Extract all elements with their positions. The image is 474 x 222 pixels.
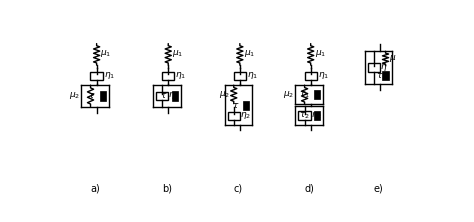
- Text: $\eta_1$: $\eta_1$: [103, 70, 115, 81]
- Bar: [164, 74, 173, 78]
- FancyBboxPatch shape: [228, 112, 240, 120]
- Text: $\mu_2$: $\mu_2$: [69, 90, 81, 101]
- Bar: [383, 71, 389, 80]
- Bar: [300, 114, 309, 117]
- FancyBboxPatch shape: [299, 111, 311, 120]
- FancyBboxPatch shape: [91, 72, 103, 80]
- Bar: [243, 101, 249, 110]
- FancyBboxPatch shape: [156, 92, 168, 100]
- FancyBboxPatch shape: [304, 72, 317, 80]
- Text: $\eta_2$: $\eta_2$: [311, 110, 322, 121]
- Bar: [314, 90, 320, 99]
- Text: $\eta_1$: $\eta_1$: [247, 70, 258, 81]
- Text: e): e): [374, 183, 383, 193]
- Bar: [369, 65, 379, 69]
- Text: $\tau$: $\tau$: [232, 101, 239, 110]
- Bar: [229, 114, 238, 118]
- Bar: [235, 74, 245, 78]
- Bar: [92, 74, 101, 78]
- Text: $\tau$: $\tau$: [375, 71, 383, 80]
- Text: $\eta_1$: $\eta_1$: [175, 70, 186, 81]
- Bar: [157, 94, 167, 98]
- FancyBboxPatch shape: [162, 72, 174, 80]
- Bar: [100, 91, 106, 101]
- Text: $\mu_1$: $\mu_1$: [172, 48, 183, 59]
- Text: $\tau_2$: $\tau_2$: [299, 110, 310, 121]
- Text: $\mu_1$: $\mu_1$: [315, 48, 326, 59]
- Text: $\eta_1$: $\eta_1$: [318, 70, 329, 81]
- Text: c): c): [234, 183, 243, 193]
- Text: a): a): [91, 183, 100, 193]
- Text: $\mu$: $\mu$: [389, 53, 397, 64]
- Text: b): b): [162, 183, 172, 193]
- Text: $\tau_1$: $\tau_1$: [299, 89, 310, 100]
- FancyBboxPatch shape: [234, 72, 246, 80]
- Text: d): d): [304, 183, 314, 193]
- Bar: [172, 91, 178, 101]
- Text: $\mu_2$: $\mu_2$: [283, 89, 295, 100]
- Text: $\mu_1$: $\mu_1$: [244, 48, 255, 59]
- Text: $\tau$: $\tau$: [160, 91, 168, 100]
- FancyBboxPatch shape: [368, 63, 380, 72]
- Text: $\eta_2$: $\eta_2$: [240, 110, 251, 121]
- Bar: [306, 74, 315, 78]
- Text: $\eta$: $\eta$: [380, 62, 387, 73]
- Text: $\mu_1$: $\mu_1$: [100, 48, 112, 59]
- Text: $\mu_2$: $\mu_2$: [219, 89, 231, 100]
- Text: $\tau$: $\tau$: [88, 91, 95, 100]
- Bar: [314, 111, 320, 120]
- Text: $\eta_2$: $\eta_2$: [168, 90, 179, 101]
